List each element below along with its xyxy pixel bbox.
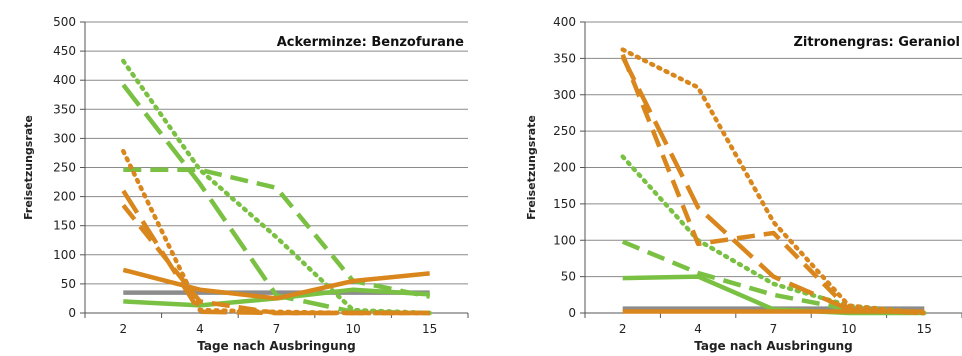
x-tick-label: 10 (345, 322, 360, 336)
series-line-green-dotted (121, 58, 432, 316)
y-tick-label: 300 (53, 131, 76, 145)
y-tick-label: 500 (53, 15, 76, 29)
y-axis-label: Freisetzungsrate (525, 115, 538, 220)
y-tick-label: 0 (68, 306, 76, 320)
x-tick-label: 10 (841, 322, 856, 336)
y-tick-label: 250 (53, 161, 76, 175)
y-tick-label: 100 (553, 233, 576, 247)
y-tick-label: 250 (553, 124, 576, 138)
series-line-green-dash (123, 167, 431, 299)
y-tick-label: 50 (561, 270, 576, 284)
y-tick-label: 50 (61, 277, 76, 291)
x-axis-label: Tage nach Ausbringung (694, 339, 853, 353)
series-line-orange-dash (121, 203, 430, 316)
series-line-green-dash (621, 239, 925, 316)
y-tick-label: 200 (553, 161, 576, 175)
chart-zitronengras: 0 50 100 150 200 250 300 350 400 2 4 7 10 15 Zitroneng… (525, 15, 962, 353)
series-line-orange-solid (122, 267, 430, 301)
y-axis-label: Freisetzungsrate (22, 115, 35, 220)
chart-title: Ackerminze: Benzofurane (277, 35, 464, 50)
y-tick-label: 150 (53, 219, 76, 233)
chart-title: Zitronengras: Geraniol (794, 35, 961, 50)
y-tick-label: 100 (53, 248, 76, 262)
x-tick-label: 7 (770, 322, 778, 336)
y-tick-label: 350 (553, 51, 576, 65)
y-tick-label: 400 (553, 15, 576, 29)
y-tick-label: 150 (553, 197, 576, 211)
y-tick-label: 400 (53, 73, 76, 87)
chart-ackerminze: 0 50 100 150 200 250 300 350 400 450 500 2 4 7 10 15 Ack… (22, 15, 469, 353)
y-tick-label: 0 (568, 306, 576, 320)
y-tick-label: 300 (553, 88, 576, 102)
x-tick-label: 15 (422, 322, 437, 336)
x-tick-label: 7 (273, 322, 281, 336)
series-line-orange-longdash (620, 55, 925, 316)
x-tick-label: 2 (619, 322, 627, 336)
x-axis-label: Tage nach Ausbringung (197, 339, 356, 353)
x-tick-label: 15 (917, 322, 932, 336)
series-line-orange-dotted (620, 47, 927, 316)
x-tick-label: 2 (119, 322, 127, 336)
y-tick-label: 350 (53, 102, 76, 116)
y-tick-label: 450 (53, 44, 76, 58)
x-tick-label: 4 (196, 322, 204, 336)
y-tick-label: 200 (53, 190, 76, 204)
x-tick-label: 4 (694, 322, 702, 336)
